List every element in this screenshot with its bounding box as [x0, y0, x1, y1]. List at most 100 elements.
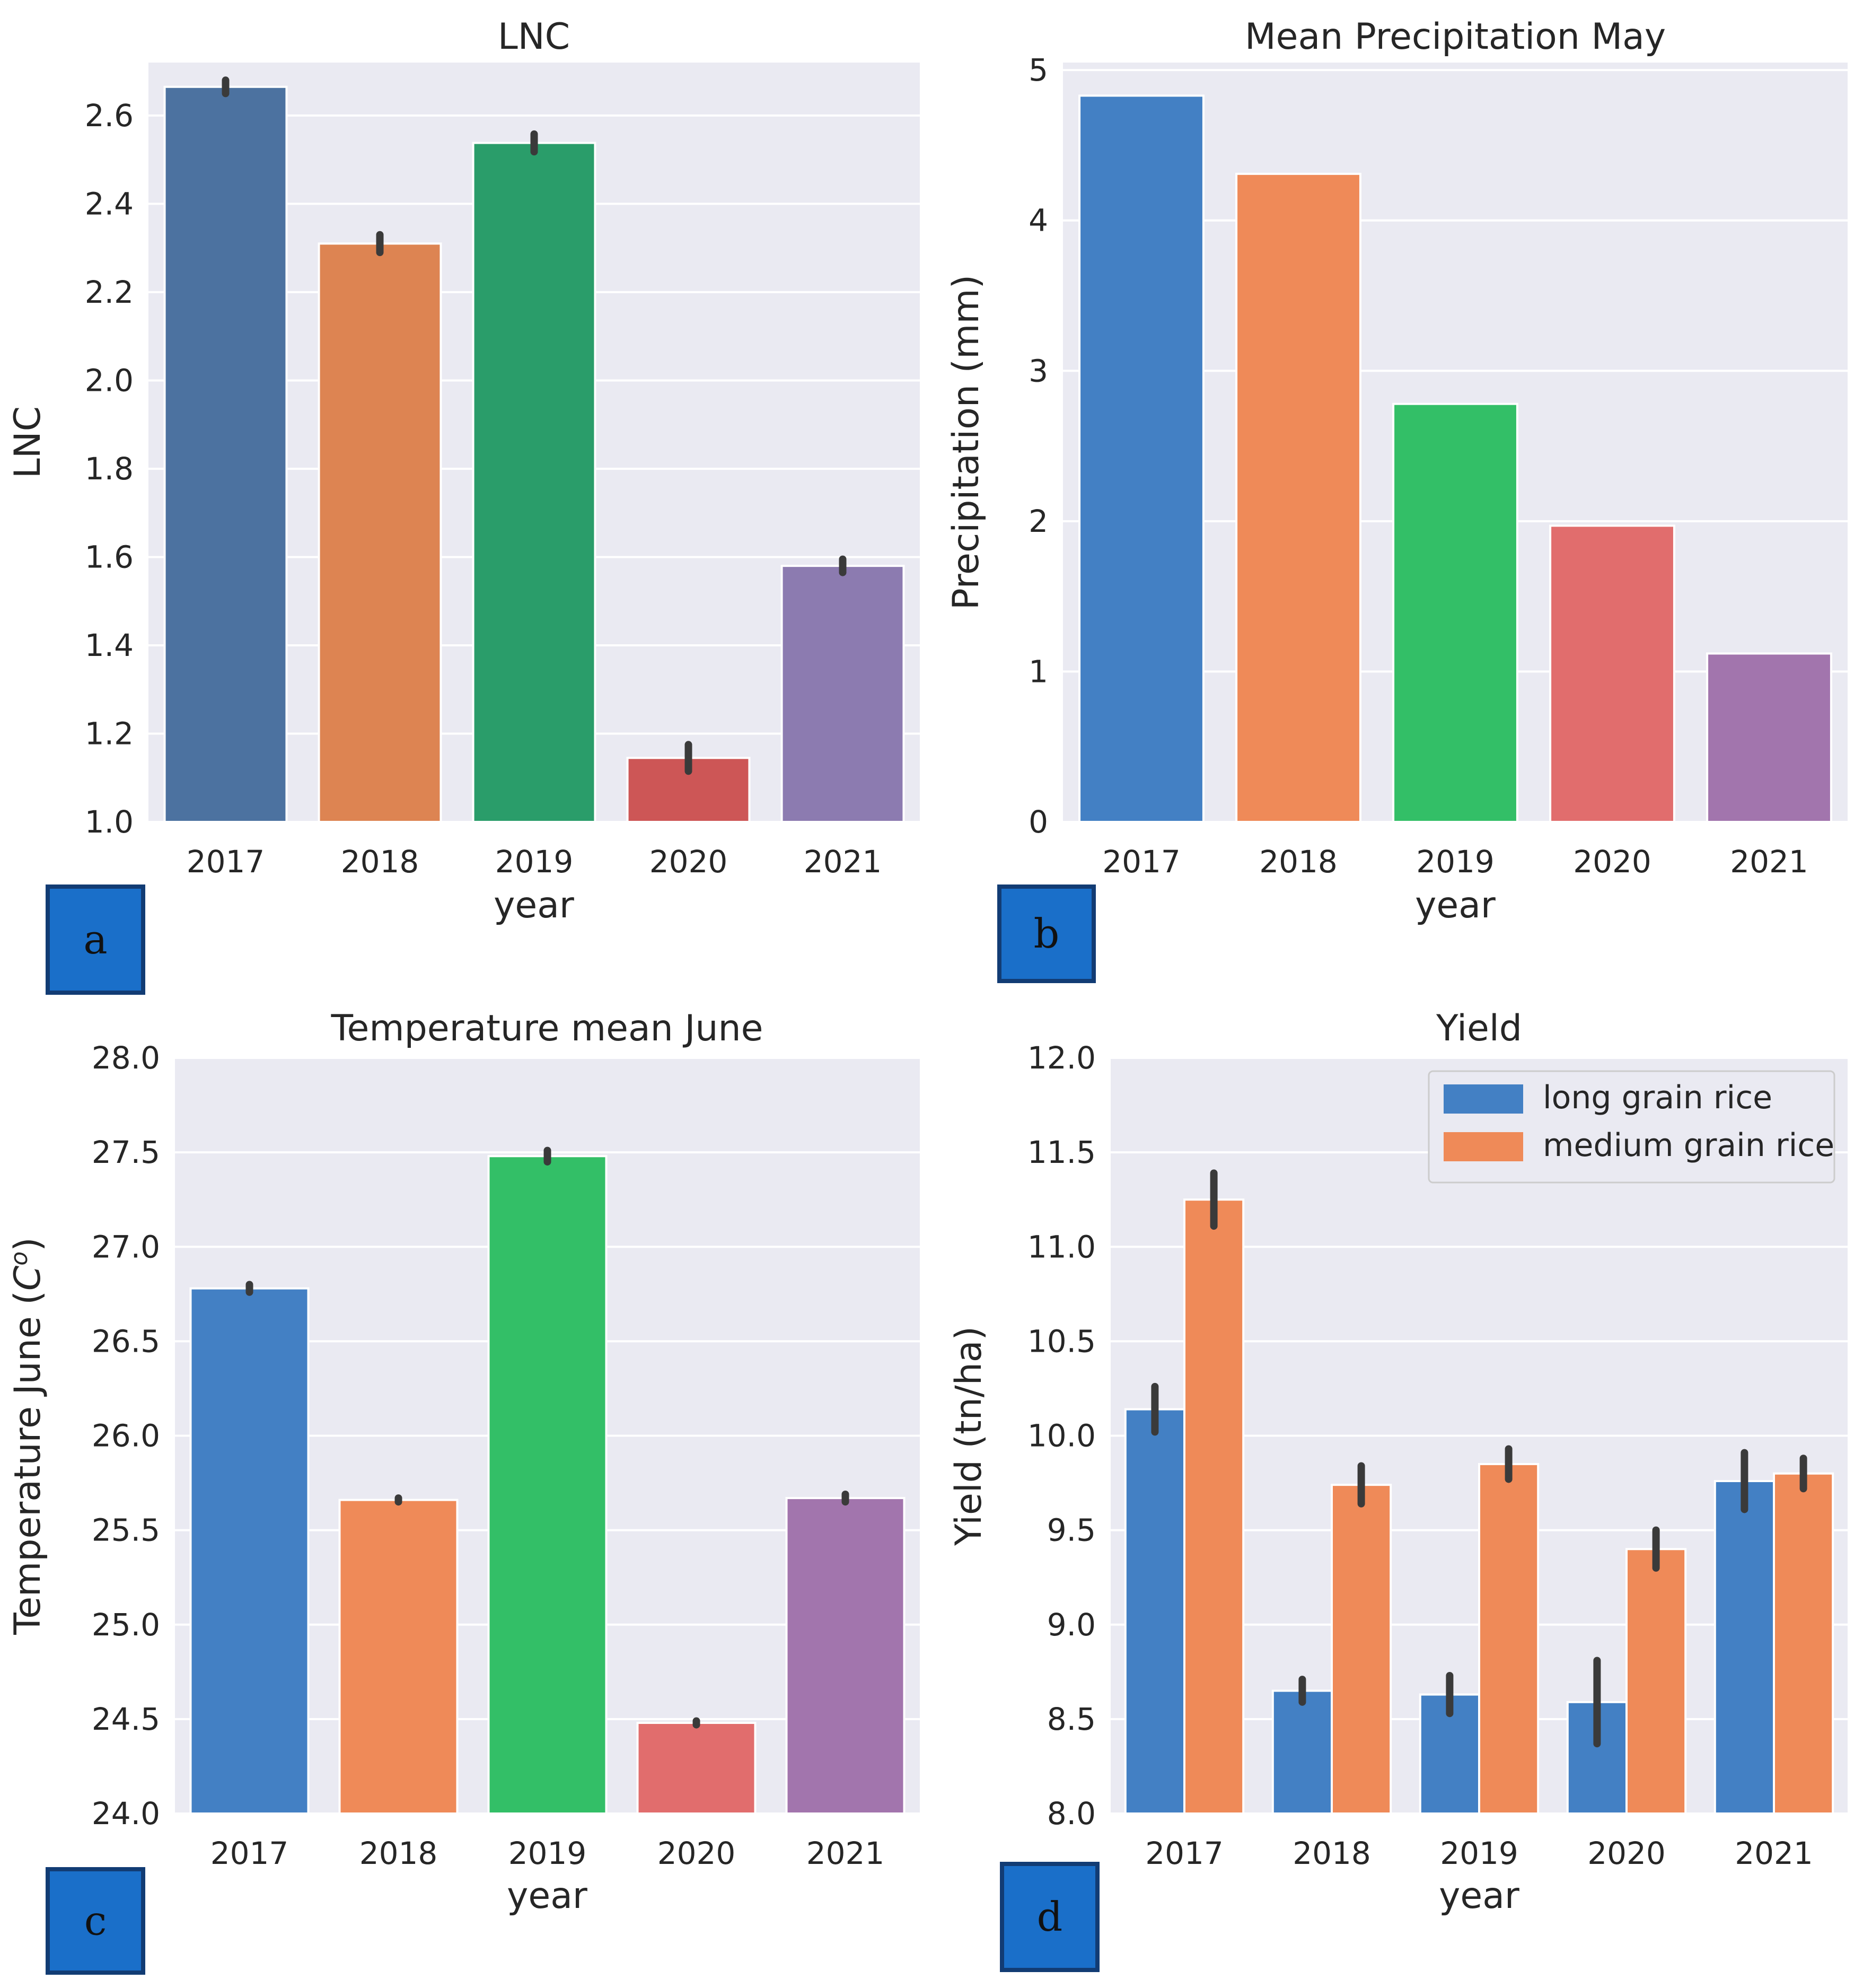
panel-label-box — [46, 1867, 145, 1975]
chart-panel-c: 24.0 24.5 25.0 25.5 26.0 26.5 27.0 27.5 28.0 2017… — [6, 1008, 920, 1975]
y-tick-label: 25.5 — [92, 1512, 160, 1548]
bar-medium-grain-rice-2020 — [1625, 1548, 1687, 1815]
bar-2020 — [636, 1722, 757, 1815]
panel-label-d: d — [1000, 1862, 1100, 1972]
y-tick-label: 26.0 — [92, 1418, 160, 1454]
y-tick-label: 1.0 — [85, 804, 134, 840]
y-tick-label: 12.0 — [1027, 1040, 1096, 1076]
x-axis-label: year — [507, 1875, 587, 1917]
x-tick-label: 2018 — [359, 1835, 438, 1871]
x-tick-label: 2018 — [341, 844, 419, 880]
panel-label-text: b — [1034, 910, 1060, 957]
chart-panel-b: 0 1 2 3 4 5 2017 2018 2019 2020 2021 Mean Precipita… — [945, 16, 1848, 983]
x-tick-label: 2018 — [1293, 1835, 1371, 1871]
bar-2019 — [472, 142, 596, 823]
x-tick-label: 2017 — [210, 1835, 289, 1871]
x-axis-label: year — [1439, 1875, 1519, 1917]
x-tick-label: 2019 — [495, 844, 574, 880]
y-tick-label: 5 — [1029, 52, 1048, 88]
bar-2017 — [189, 1287, 310, 1815]
x-tick-label: 2020 — [1573, 844, 1651, 880]
legend-swatch — [1444, 1132, 1523, 1161]
y-tick-label: 2.0 — [85, 362, 134, 398]
bar-2020 — [1549, 524, 1675, 823]
x-tick-label: 2019 — [508, 1835, 587, 1871]
y-tick-label: 2.6 — [85, 98, 134, 134]
y-tick-label: 1.2 — [85, 715, 134, 751]
bar-2017 — [1078, 94, 1205, 823]
y-tick-label: 11.0 — [1027, 1229, 1096, 1265]
panel-label-text: c — [84, 1897, 107, 1945]
x-tick-label: 2020 — [1587, 1835, 1666, 1871]
y-tick-label: 1.8 — [85, 451, 134, 487]
bar-2017 — [163, 85, 288, 824]
x-tick-label: 2021 — [1730, 844, 1808, 880]
y-axis-label: LNC — [7, 406, 49, 478]
y-tick-label: 26.5 — [92, 1323, 160, 1359]
bar-2018 — [338, 1499, 459, 1815]
y-tick-label: 2.4 — [85, 186, 134, 222]
panel-label-box — [997, 884, 1096, 983]
x-tick-label: 2021 — [804, 844, 882, 880]
bar-long-grain-rice-2018 — [1271, 1689, 1333, 1815]
y-tick-label: 10.0 — [1027, 1418, 1096, 1454]
panel-label-b: b — [997, 884, 1096, 983]
x-tick-label: 2018 — [1259, 844, 1338, 880]
bar-2018 — [1235, 172, 1361, 823]
y-tick-label: 2.2 — [85, 274, 134, 310]
chart-title: Mean Precipitation May — [1245, 16, 1666, 58]
legend-label: medium grain rice — [1543, 1127, 1834, 1164]
x-tick-label: 2020 — [649, 844, 728, 880]
y-axis-label: Precipitation (mm) — [945, 275, 987, 610]
x-tick-label: 2020 — [657, 1835, 736, 1871]
y-tick-label: 1.4 — [85, 627, 134, 663]
legend: long grain rice medium grain rice — [1428, 1070, 1835, 1184]
chart-panel-d: 8.0 8.5 9.0 9.5 10.0 10.5 11.0 11.5 12.0 2017 2018… — [948, 1008, 1848, 1972]
y-tick-label: 8.0 — [1047, 1796, 1096, 1832]
bar-2021 — [780, 565, 905, 824]
bar-2021 — [1706, 652, 1832, 824]
x-tick-label: 2019 — [1440, 1835, 1518, 1871]
y-tick-label: 3 — [1029, 353, 1048, 389]
chart-panel-a: 1.0 1.2 1.4 1.6 1.8 2.0 2.2 2.4 2.6 2017 2018 2019 2… — [7, 16, 920, 995]
bar-medium-grain-rice-2017 — [1183, 1198, 1245, 1815]
chart-title: Temperature mean June — [331, 1008, 763, 1049]
bar-medium-grain-rice-2021 — [1773, 1472, 1834, 1815]
bar-long-grain-rice-2021 — [1713, 1480, 1776, 1815]
panel-label-box — [1000, 1862, 1100, 1972]
y-tick-label: 0 — [1029, 804, 1048, 840]
legend-label: long grain rice — [1543, 1079, 1772, 1116]
y-tick-label: 2 — [1029, 503, 1048, 539]
y-tick-label: 8.5 — [1047, 1701, 1096, 1737]
legend-frame — [1428, 1070, 1835, 1184]
chart-title: LNC — [498, 16, 570, 58]
y-tick-label: 4 — [1029, 203, 1048, 239]
panel-label-text: a — [83, 916, 107, 963]
panel-label-a: a — [46, 884, 145, 995]
y-tick-label: 27.0 — [92, 1229, 160, 1265]
panel-label-box — [46, 884, 145, 995]
y-tick-label: 1 — [1029, 653, 1048, 689]
y-tick-label: 25.0 — [92, 1607, 160, 1643]
x-tick-label: 2017 — [187, 844, 265, 880]
x-tick-label: 2021 — [806, 1835, 885, 1871]
panel-label-text: d — [1037, 1893, 1063, 1940]
y-tick-label: 24.5 — [92, 1701, 160, 1737]
x-tick-label: 2021 — [1735, 1835, 1813, 1871]
y-tick-label: 9.5 — [1047, 1512, 1096, 1548]
y-tick-label: 1.6 — [85, 539, 134, 575]
x-tick-label: 2019 — [1416, 844, 1495, 880]
bar-2019 — [487, 1155, 608, 1815]
y-tick-label: 27.5 — [92, 1134, 160, 1170]
bar-medium-grain-rice-2019 — [1478, 1462, 1540, 1815]
bar-long-grain-rice-2017 — [1124, 1408, 1186, 1815]
y-tick-label: 10.5 — [1027, 1323, 1096, 1359]
x-axis-label: year — [494, 884, 574, 926]
bar-2019 — [1392, 402, 1518, 823]
y-axis-label: Yield (tn/ha) — [948, 1326, 990, 1546]
x-tick-label: 2017 — [1102, 844, 1181, 880]
y-tick-label: 11.5 — [1027, 1134, 1096, 1170]
bar-2021 — [785, 1497, 906, 1815]
y-tick-label: 9.0 — [1047, 1607, 1096, 1643]
